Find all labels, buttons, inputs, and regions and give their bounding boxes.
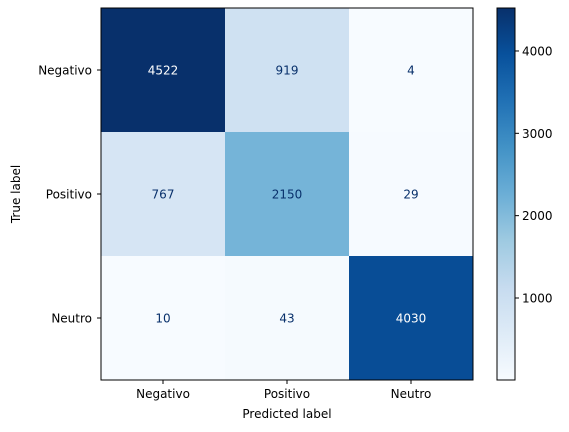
heatmap-cell (349, 8, 473, 132)
heatmap-cell (349, 132, 473, 256)
cell-value-label: 767 (152, 188, 175, 202)
heatmap-cell (101, 256, 225, 380)
y-tick-label: Neutro (51, 312, 92, 326)
colorbar-tick-label: 1000 (522, 291, 553, 305)
colorbar (497, 8, 515, 380)
cell-value-label: 4 (407, 64, 415, 78)
colorbar-frame (496, 7, 516, 381)
x-tick-label: Positivo (264, 387, 310, 401)
cell-value-label: 4522 (148, 64, 179, 78)
x-axis-ticks: Negativo Positivo Neutro (136, 380, 431, 401)
cell-value-label: 919 (276, 64, 299, 78)
heatmap-cell (101, 8, 225, 132)
cell-value-label: 10 (155, 312, 170, 326)
cell-value-label: 2150 (272, 188, 303, 202)
cell-value-label: 29 (403, 188, 418, 202)
y-tick-label: Negativo (38, 64, 92, 78)
colorbar-ticks: 1000 2000 3000 4000 (515, 44, 553, 305)
heatmap-cell (225, 256, 349, 380)
x-tick-label: Neutro (391, 387, 432, 401)
cell-value-label: 4030 (396, 312, 427, 326)
heatmap-cell (101, 132, 225, 256)
colorbar-tick-label: 4000 (522, 44, 553, 58)
cell-value-label: 43 (279, 312, 294, 326)
heatmap-cell (349, 256, 473, 380)
heatmap-cell (225, 132, 349, 256)
x-tick-label: Negativo (136, 387, 190, 401)
colorbar-tick-label: 3000 (522, 127, 553, 141)
heatmap-cell-labels: 4522 919 4 767 2150 29 10 43 4030 (148, 64, 427, 326)
y-axis-label: True label (9, 165, 23, 224)
x-axis-label: Predicted label (242, 407, 331, 421)
y-axis-ticks: Negativo Positivo Neutro (38, 64, 101, 326)
heatmap-cells (101, 8, 473, 380)
heatmap-cell (225, 8, 349, 132)
y-tick-label: Positivo (46, 188, 92, 202)
colorbar-tick-label: 2000 (522, 209, 553, 223)
